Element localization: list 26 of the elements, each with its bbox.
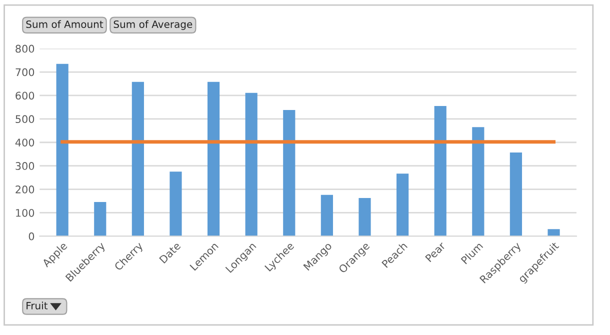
bar xyxy=(207,82,220,236)
bar xyxy=(396,174,409,236)
y-tick-label: 0 xyxy=(28,232,34,240)
y-tick-label: 200 xyxy=(16,186,34,194)
y-tick-label: 400 xyxy=(15,138,34,146)
text: Sum of Amount xyxy=(26,20,104,28)
y-tick-label: 800 xyxy=(16,44,34,53)
bar xyxy=(510,152,522,236)
bar xyxy=(170,172,182,236)
bar xyxy=(283,110,296,236)
bar xyxy=(245,92,258,236)
bar xyxy=(358,198,371,236)
bar xyxy=(472,127,484,236)
bar xyxy=(548,229,560,236)
bar xyxy=(434,106,446,236)
y-tick-label: 100 xyxy=(16,208,34,217)
text: Fruit xyxy=(26,302,48,310)
y-tick-label: 500 xyxy=(16,115,34,124)
bar xyxy=(56,64,68,236)
bar xyxy=(320,194,333,236)
text: Sum of Average xyxy=(114,20,192,30)
y-tick-label: 300 xyxy=(16,162,34,170)
y-tick-label: 600 xyxy=(16,92,34,100)
bar xyxy=(94,202,106,236)
y-tick-label: 700 xyxy=(16,68,34,76)
bar xyxy=(132,82,144,236)
